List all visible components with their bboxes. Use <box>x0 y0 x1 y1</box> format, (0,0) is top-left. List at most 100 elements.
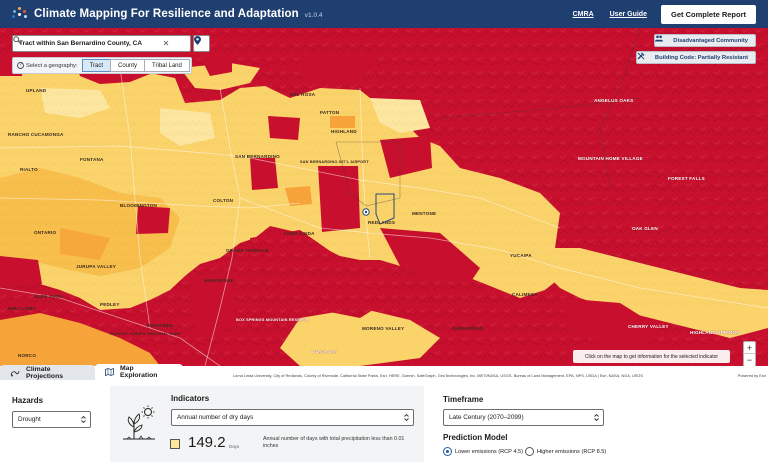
search-value: Tract within San Bernardino County, CA <box>19 40 143 47</box>
radio-button[interactable] <box>525 447 534 456</box>
chevron-updown-icon <box>594 414 599 421</box>
place-calimesa: Calimesa <box>512 292 538 297</box>
hazards-title: Hazards <box>12 396 44 405</box>
cmra-logo-icon <box>12 7 27 21</box>
indicator-select-value: Annual number of dry days <box>177 414 254 421</box>
search-icon[interactable] <box>13 36 187 50</box>
place-yucaipa: Yucaipa <box>510 253 532 258</box>
building-code-toggle[interactable]: Building Code: Partially Resistant <box>635 51 756 64</box>
indicator-unit: Days <box>229 444 240 449</box>
thermometer-icon <box>10 369 20 377</box>
indicator-description: Annual number of days with total precipi… <box>263 436 405 449</box>
place-mentone: Mentone <box>412 211 437 216</box>
cmra-link[interactable]: CMRA <box>572 10 594 18</box>
geography-option-tract[interactable]: Tract <box>81 59 112 72</box>
place-del-rosa: Del Rosa <box>290 92 316 97</box>
place-grand-terrace: Grand Terrace <box>226 248 269 253</box>
disadvantaged-community-toggle[interactable]: Disadvantaged Community <box>654 34 756 47</box>
view-tabs: Climate Projections Map Exploration <box>0 364 768 380</box>
place-patton: Patton <box>320 110 340 115</box>
get-complete-report-button[interactable]: Get Complete Report <box>660 4 756 24</box>
geography-option-tribal-land[interactable]: Tribal Land <box>144 59 190 72</box>
radio-button-selected[interactable] <box>443 447 452 456</box>
prediction-model-title: Prediction Model <box>443 433 508 442</box>
map-instruction-tooltip: Click on the map to get information for … <box>573 350 730 363</box>
place-rancho: Rancho Cucamonga <box>8 132 64 137</box>
app-version: v1.0.4 <box>304 12 323 19</box>
place-glen-avon: Glen Avon <box>34 294 63 299</box>
place-highgrove: Highgrove <box>204 278 234 283</box>
disadvantaged-community-label: Disadvantaged Community <box>673 37 748 44</box>
location-pin-icon <box>194 36 201 45</box>
place-oak-glen: Oak Glen <box>632 226 658 231</box>
tab-climate-projections-label: Climate Projections <box>26 365 64 380</box>
powered-by-esri[interactable]: Powered by Esri <box>734 372 766 379</box>
place-colton: Colton <box>213 198 234 203</box>
place-angelus-oaks: Angelus Oaks <box>594 98 634 103</box>
indicator-select[interactable]: Annual number of dry days <box>171 409 414 426</box>
place-mountain-home: Mountain Home Village <box>578 156 643 161</box>
building-code-label: Building Code: Partially Resistant <box>654 54 748 61</box>
place-highland: Highland <box>331 129 357 134</box>
place-jurupa: Jurupa Valley <box>76 264 117 269</box>
geography-option-county[interactable]: County <box>110 59 146 72</box>
place-box-springs: Box Springs Mountain Reserve <box>236 318 309 322</box>
close-icon[interactable]: ✕ <box>162 39 170 48</box>
tab-climate-projections[interactable]: Climate Projections <box>0 365 95 380</box>
legend-swatch <box>170 439 180 449</box>
indicator-value: 149.2 <box>188 434 226 451</box>
radio-higher-emissions-label: Higher emissions (RCP 8.5) <box>537 448 607 455</box>
place-loma-linda: Loma Linda <box>284 231 315 236</box>
app-header: Climate Mapping For Resilience and Adapt… <box>0 0 768 28</box>
tools-icon <box>637 52 650 62</box>
place-ontario: Ontario <box>34 230 57 235</box>
place-sunnymead: Sunnymead <box>452 326 484 331</box>
user-guide-link[interactable]: User Guide <box>609 10 647 18</box>
place-airport: San Bernardino Int'l Airport <box>300 160 369 164</box>
chevron-updown-icon <box>404 414 409 421</box>
place-san-bernardino: San Bernardino <box>235 154 280 159</box>
place-cherry-valley: Cherry Valley <box>628 324 669 329</box>
place-highland-springs: Highland Springs <box>690 330 740 335</box>
place-riverside: Riverside <box>147 323 174 328</box>
place-forest-falls: Forest Falls <box>668 176 705 181</box>
drought-plant-icon <box>121 405 157 441</box>
chevron-updown-icon <box>81 416 86 423</box>
map-attribution: Loma Linda University, City of Redlands,… <box>230 372 768 379</box>
geography-label: Select a geography: <box>26 62 78 69</box>
people-icon <box>655 35 668 45</box>
radio-higher-emissions[interactable]: Higher emissions (RCP 8.5) <box>525 447 606 456</box>
tab-map-exploration[interactable]: Map Exploration <box>95 364 183 380</box>
timeframe-select[interactable]: Late Century (2070–2099) <box>443 409 604 426</box>
zoom-out-button[interactable]: − <box>746 355 753 365</box>
place-norco: Norco <box>18 353 37 358</box>
zoom-in-button[interactable]: + <box>744 342 755 354</box>
hazard-map[interactable]: Upland Rancho Cucamonga Fontana Rialto D… <box>0 28 768 366</box>
zoom-controls: + − <box>743 341 756 366</box>
hazard-select[interactable]: Drought <box>12 411 91 428</box>
place-bloomington: Bloomington <box>120 203 158 208</box>
app-title: Climate Mapping For Resilience and Adapt… <box>34 8 299 20</box>
indicators-title: Indicators <box>171 394 210 403</box>
place-moreno: Moreno Valley <box>362 326 405 331</box>
hazard-select-value: Drought <box>18 416 41 423</box>
place-upland: Upland <box>26 88 47 93</box>
help-icon[interactable]: ? <box>17 62 24 69</box>
place-pedley: Pedley <box>100 302 120 307</box>
place-rancho-jurupa: Rancho Jurupa Regional Park <box>110 332 181 336</box>
timeframe-title: Timeframe <box>443 395 484 404</box>
attribution-text: Loma Linda University, City of Redlands,… <box>233 373 643 378</box>
place-march-arb: March ARB <box>312 350 338 354</box>
tab-map-exploration-label: Map Exploration <box>120 365 158 379</box>
geography-search-input[interactable]: Tract within San Bernardino County, CA ✕ <box>12 35 191 52</box>
geography-selector: ? Select a geography: Tract County Tribal… <box>12 57 192 74</box>
map-icon <box>105 368 114 376</box>
place-mira-loma: Mira Loma <box>8 306 37 311</box>
timeframe-select-value: Late Century (2070–2099) <box>449 414 524 421</box>
locate-button[interactable] <box>193 35 210 52</box>
radio-lower-emissions[interactable]: Lower emissions (RCP 4.5) <box>443 447 523 456</box>
place-fontana: Fontana <box>80 157 104 162</box>
place-rialto: Rialto <box>20 167 38 172</box>
map-layer <box>0 28 768 366</box>
